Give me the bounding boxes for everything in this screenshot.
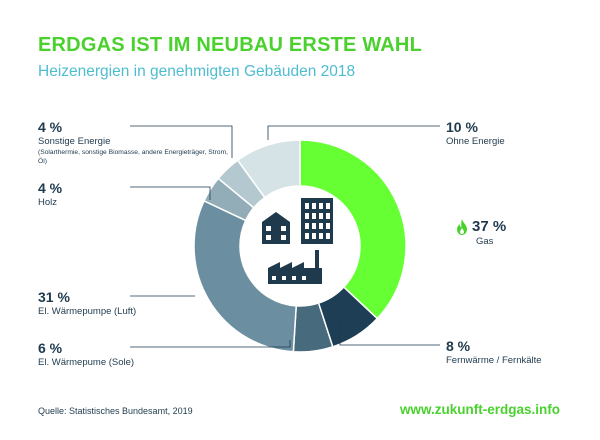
label-sole: 6 % El. Wärmepume (Sole) xyxy=(38,340,134,369)
leader-line-holz xyxy=(130,186,211,200)
slice-value: 31 % xyxy=(38,289,70,305)
slice-label: Ohne Energie xyxy=(446,136,505,147)
source-note: Quelle: Statistisches Bundesamt, 2019 xyxy=(38,406,193,416)
slice-value: 8 % xyxy=(446,338,471,354)
slice-label: Gas xyxy=(476,236,494,248)
slice-label: Fernwärme / Fernkälte xyxy=(446,355,542,366)
chart-subtitle: Heizenergien in genehmigten Gebäuden 201… xyxy=(38,63,356,80)
house-icon xyxy=(262,212,290,244)
label-gas: 37 % Gas xyxy=(456,219,506,248)
label-luft: 31 % El. Wärmepumpe (Luft) xyxy=(38,289,136,318)
leader-line-sole xyxy=(130,340,291,348)
chart-title: ERDGAS IST IM NEUBAU ERSTE WAHL xyxy=(38,34,422,56)
slice-value-row: 37 % xyxy=(456,218,507,236)
donut-slice-ohne xyxy=(236,139,301,199)
leader-lines xyxy=(130,125,440,348)
factory-icon xyxy=(268,250,322,284)
slice-value: 10 % xyxy=(446,119,478,135)
apartment-building-icon xyxy=(301,198,333,244)
label-holz: 4 % Holz xyxy=(38,180,62,209)
label-sonstige: 4 % Sonstige Energie (Solarthermie, sons… xyxy=(38,119,238,166)
slice-value: 4 % xyxy=(38,180,63,196)
leader-line-fernwaerme xyxy=(339,322,440,346)
slice-label: Holz xyxy=(38,197,58,208)
leader-line-ohne xyxy=(267,125,440,140)
slice-label: Sonstige Energie xyxy=(38,136,111,147)
center-illustration xyxy=(262,198,333,284)
slice-label: El. Wärmepumpe (Luft) xyxy=(38,306,137,317)
slice-note: (Solarthermie, sonstige Biomasse, andere… xyxy=(38,149,228,165)
website-link[interactable]: www.zukunft-erdgas.info xyxy=(400,402,560,417)
donut-slice-luft xyxy=(193,199,298,353)
flame-icon xyxy=(457,219,467,236)
donut-slice-gas xyxy=(299,139,407,320)
label-ohne: 10 % Ohne Energie xyxy=(446,119,505,148)
label-fernwaerme: 8 % Fernwärme / Fernkälte xyxy=(446,338,542,367)
slice-value: 4 % xyxy=(38,119,63,135)
leader-line-sonstige xyxy=(130,125,233,158)
slice-value: 37 % xyxy=(472,218,507,235)
donut-slices xyxy=(193,139,407,353)
slice-label: El. Wärmepume (Sole) xyxy=(38,357,135,368)
slice-value: 6 % xyxy=(38,340,63,356)
